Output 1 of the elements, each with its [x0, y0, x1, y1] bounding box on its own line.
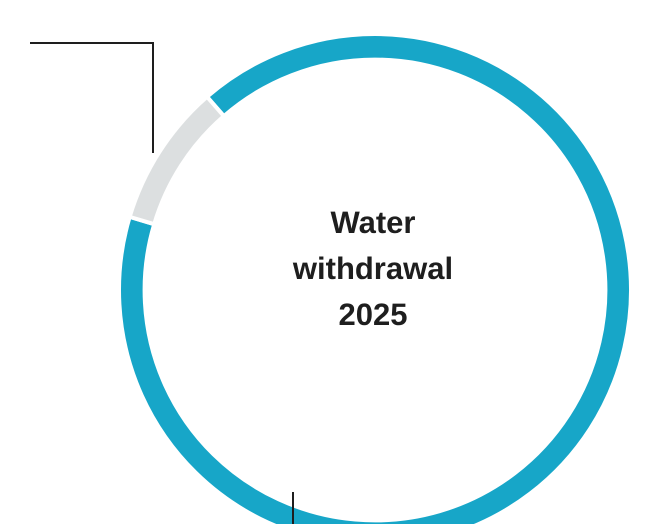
text: Water withdrawal 2025 — [292, 204, 454, 334]
